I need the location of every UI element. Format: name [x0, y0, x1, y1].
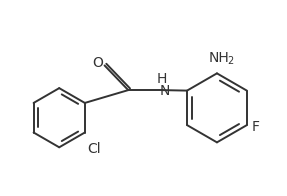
Text: 2: 2 — [228, 56, 234, 66]
Text: F: F — [252, 120, 260, 134]
Text: N: N — [160, 84, 170, 98]
Text: H: H — [156, 72, 167, 86]
Text: O: O — [92, 56, 103, 71]
Text: NH: NH — [209, 52, 229, 65]
Text: Cl: Cl — [87, 142, 100, 156]
